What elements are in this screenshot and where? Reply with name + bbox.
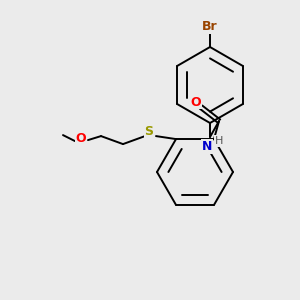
Text: O: O — [191, 96, 201, 109]
Text: N: N — [202, 140, 212, 153]
Text: O: O — [76, 132, 86, 145]
Text: S: S — [145, 124, 154, 138]
Text: Br: Br — [202, 20, 218, 34]
Text: H: H — [215, 136, 223, 146]
